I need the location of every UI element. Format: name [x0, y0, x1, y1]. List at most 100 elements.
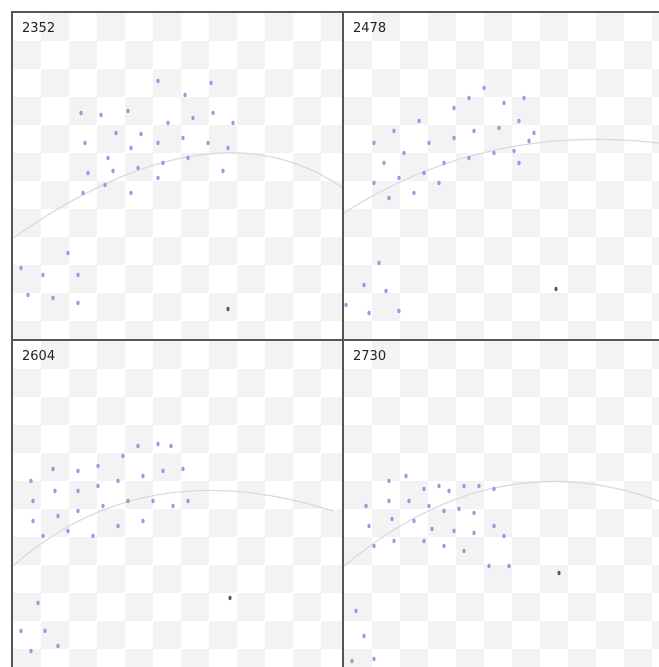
dot: [527, 139, 530, 143]
dot: [497, 126, 500, 130]
dot: [81, 191, 84, 195]
dot: [96, 464, 99, 468]
dot: [437, 181, 440, 185]
dot: [26, 293, 29, 297]
dot: [126, 109, 129, 113]
dot: [136, 166, 139, 170]
panel-label: 2604: [22, 349, 55, 364]
panel: 2604: [13, 341, 342, 667]
dot: [141, 519, 144, 523]
dark-dot: [229, 596, 232, 600]
dot: [407, 499, 410, 503]
dot: [350, 659, 353, 663]
dot: [36, 601, 39, 605]
dot: [76, 469, 79, 473]
dot: [221, 169, 224, 173]
panel-label: 2352: [22, 21, 55, 36]
dot: [412, 191, 415, 195]
dot: [19, 266, 22, 270]
dot: [114, 131, 117, 135]
panel-canvas: [13, 13, 342, 339]
dot: [387, 196, 390, 200]
dot: [422, 539, 425, 543]
panel-canvas: [344, 13, 659, 339]
dot: [76, 301, 79, 305]
dot: [442, 544, 445, 548]
dot: [41, 534, 44, 538]
dot: [156, 442, 159, 446]
dot: [532, 131, 535, 135]
dot: [467, 96, 470, 100]
dot: [492, 524, 495, 528]
dot: [191, 116, 194, 120]
dot: [372, 141, 375, 145]
dot: [29, 649, 32, 653]
dot: [231, 121, 234, 125]
dot: [51, 296, 54, 300]
dot: [186, 499, 189, 503]
dot: [53, 489, 56, 493]
dot: [83, 141, 86, 145]
dot: [206, 141, 209, 145]
dot: [404, 474, 407, 478]
dot: [151, 499, 154, 503]
dot: [31, 519, 34, 523]
dot: [387, 479, 390, 483]
panel-label: 2730: [353, 349, 386, 364]
arc: [13, 153, 342, 238]
dot: [412, 519, 415, 523]
dot: [507, 564, 510, 568]
dot: [106, 156, 109, 160]
dot: [76, 273, 79, 277]
dot: [209, 81, 212, 85]
dot: [129, 146, 132, 150]
dot: [517, 161, 520, 165]
dot: [452, 529, 455, 533]
dot: [161, 469, 164, 473]
dot: [166, 121, 169, 125]
dot: [43, 629, 46, 633]
dot: [392, 539, 395, 543]
dot: [76, 509, 79, 513]
grid-frame: 2352 2478 2604 2730: [11, 11, 659, 667]
dot: [482, 86, 485, 90]
panel-canvas: [344, 341, 659, 667]
dot: [66, 529, 69, 533]
dot: [56, 644, 59, 648]
dot: [422, 171, 425, 175]
dot: [211, 111, 214, 115]
dot: [181, 467, 184, 471]
dot: [390, 517, 393, 521]
dot: [472, 531, 475, 535]
dot: [186, 156, 189, 160]
dot: [171, 504, 174, 508]
dark-dot: [558, 571, 561, 575]
dot: [66, 251, 69, 255]
dot: [372, 181, 375, 185]
dot: [392, 129, 395, 133]
dot: [156, 176, 159, 180]
dot: [121, 454, 124, 458]
dot: [103, 183, 106, 187]
dot: [139, 132, 142, 136]
dot: [116, 479, 119, 483]
dot: [362, 634, 365, 638]
dot: [51, 467, 54, 471]
dot: [169, 444, 172, 448]
dot: [354, 609, 357, 613]
dot: [467, 156, 470, 160]
dot: [442, 161, 445, 165]
dot: [79, 111, 82, 115]
dot: [447, 489, 450, 493]
dot: [129, 191, 132, 195]
dot: [86, 171, 89, 175]
dot: [161, 161, 164, 165]
dot: [367, 524, 370, 528]
dot: [126, 499, 129, 503]
dot: [477, 484, 480, 488]
arc: [344, 139, 659, 213]
dot: [367, 311, 370, 315]
panel: 2352: [13, 13, 342, 339]
dot: [522, 96, 525, 100]
dot: [156, 141, 159, 145]
